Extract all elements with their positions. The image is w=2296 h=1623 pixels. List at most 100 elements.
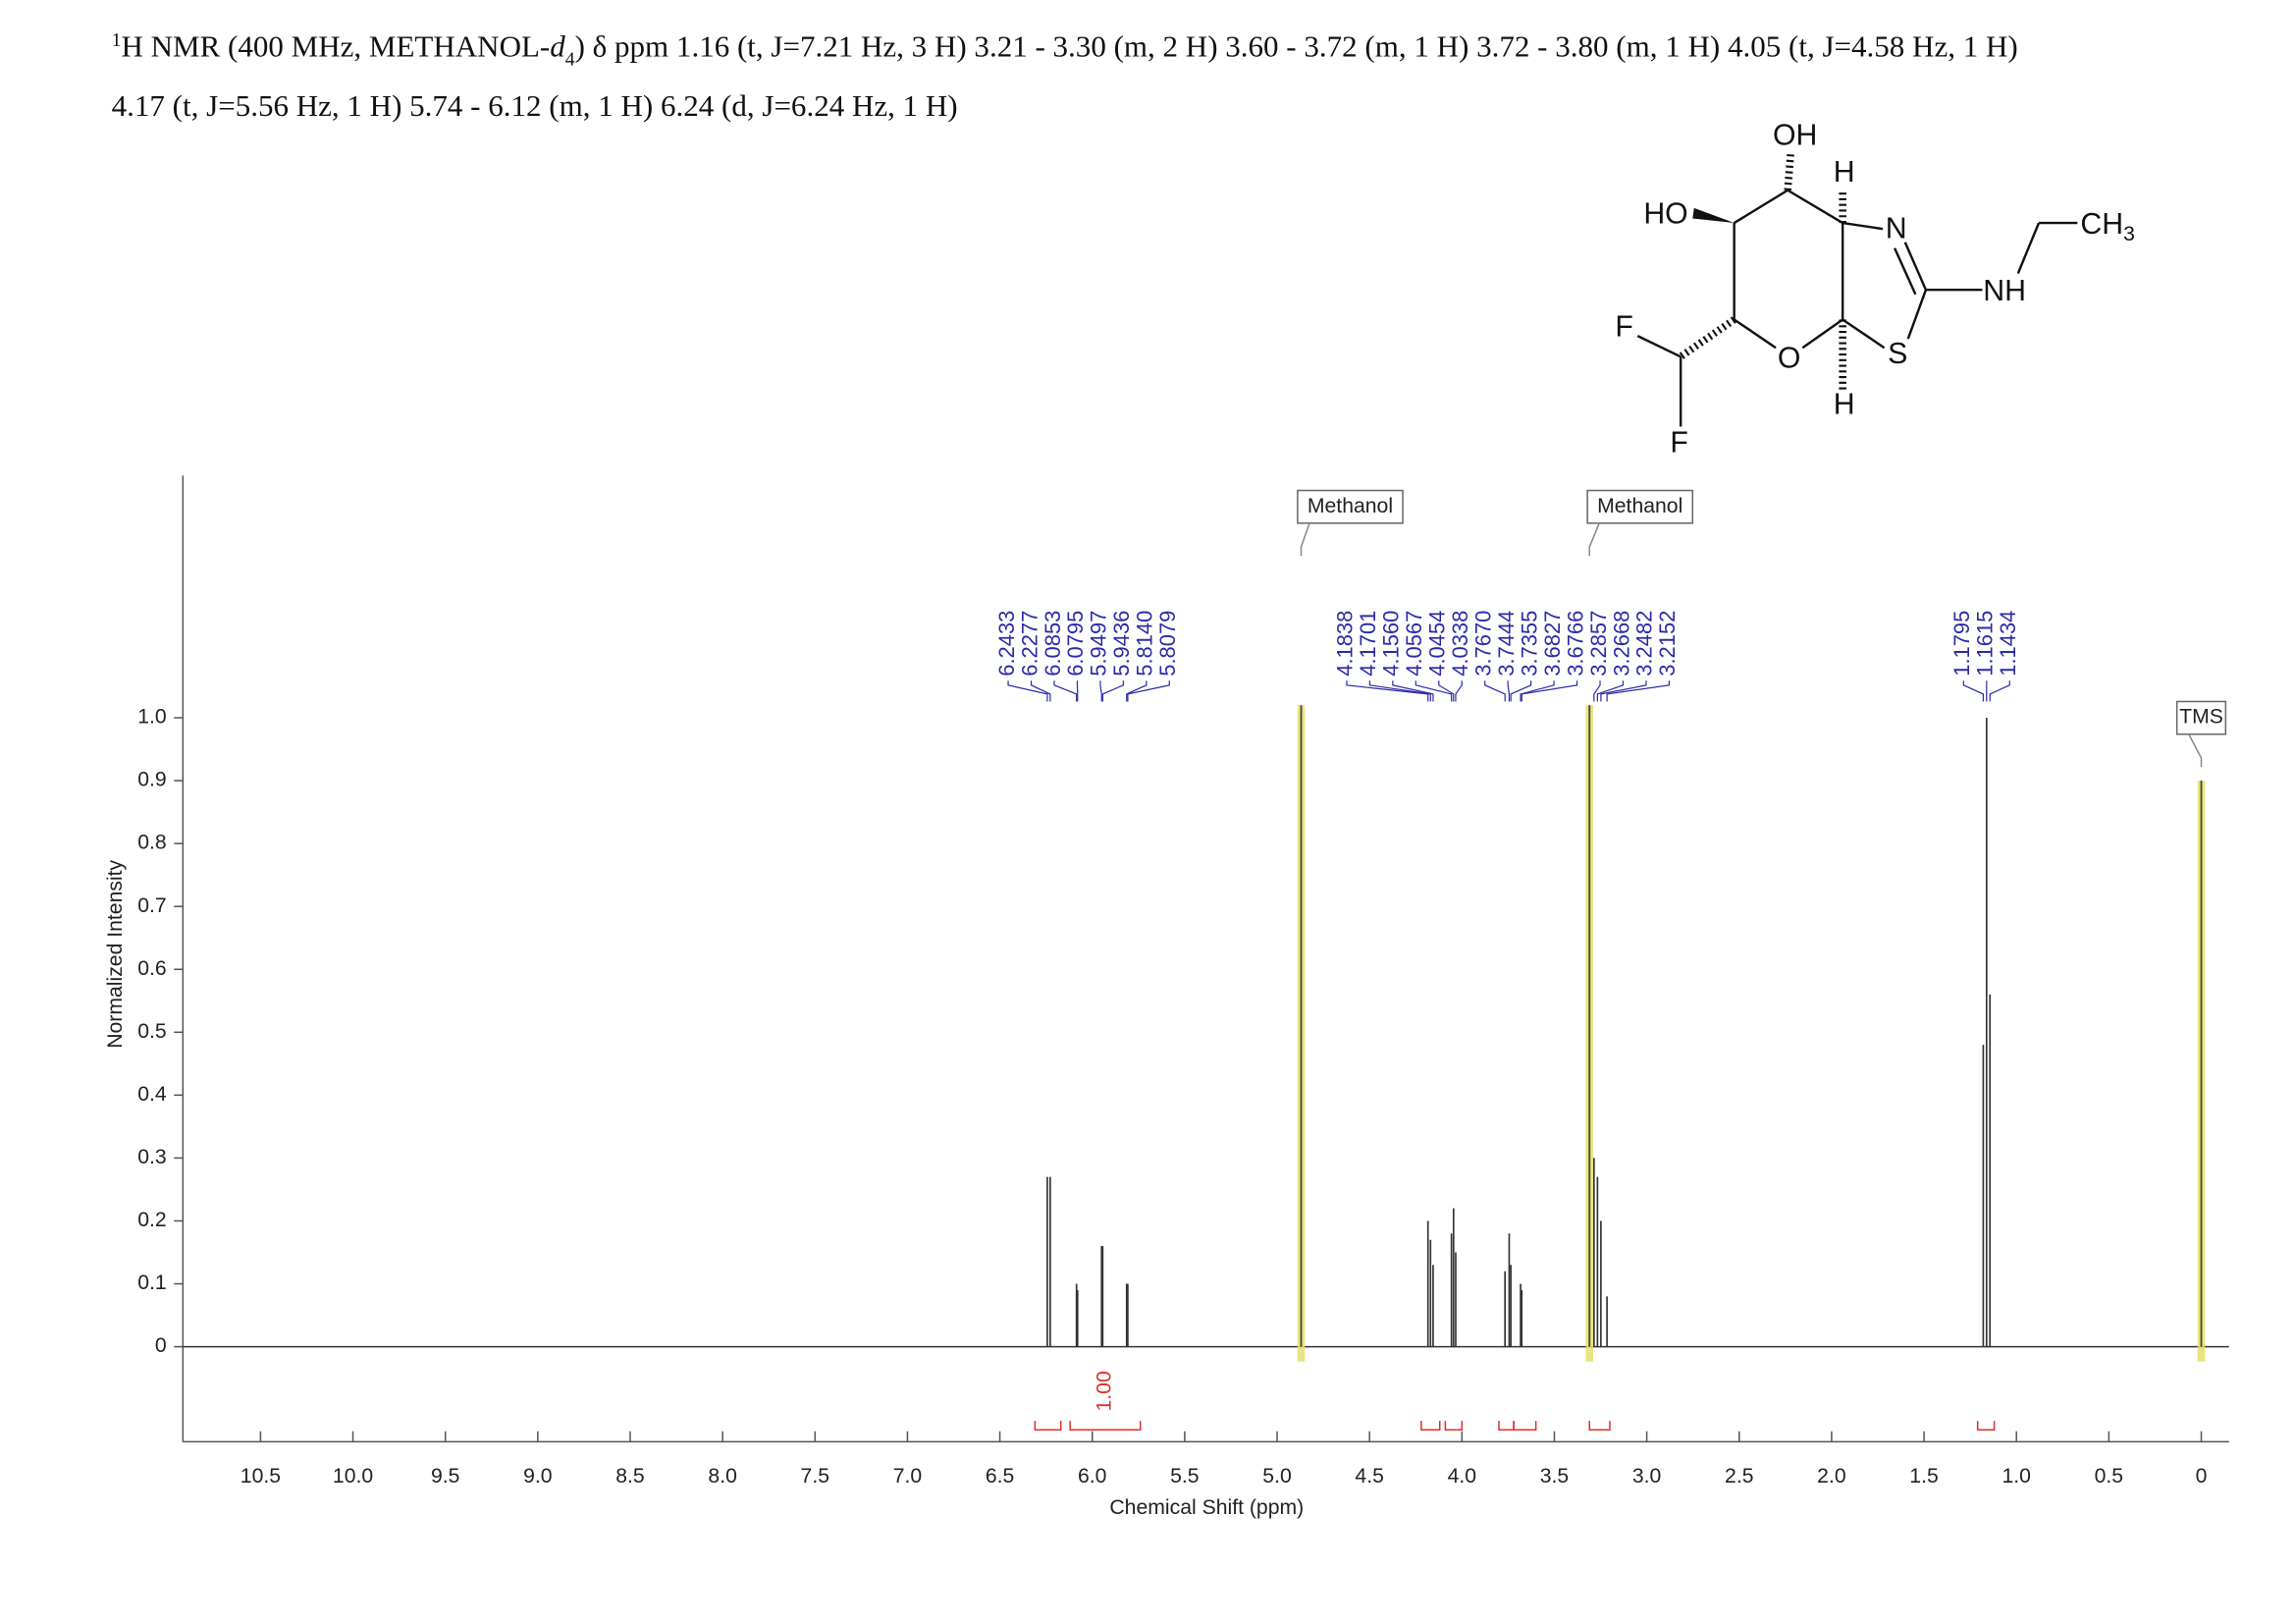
atom-label: OH <box>1773 119 1817 151</box>
atom-label: N <box>1886 213 1907 245</box>
title-line: 4.17 (t, J=5.56 Hz, 1 H) 5.74 - 6.12 (m,… <box>112 88 958 123</box>
x-axis-title: Chemical Shift (ppm) <box>1109 1496 1304 1519</box>
peak-label: 4.1838 <box>1333 611 1358 676</box>
x-tick-label: 5.0 <box>1262 1465 1291 1488</box>
peak-leader <box>1392 680 1434 702</box>
integral-bracket <box>1976 1421 1996 1431</box>
peak-label: 4.0454 <box>1425 611 1450 676</box>
y-tick-label: 0.7 <box>137 894 166 917</box>
peak-label: 3.2668 <box>1609 611 1633 676</box>
integral-bracket <box>1513 1421 1537 1431</box>
y-tick-label: 1.0 <box>137 706 166 729</box>
integral-bracket <box>1498 1421 1515 1431</box>
x-tick-label: 7.5 <box>801 1465 829 1488</box>
peak-leader <box>1007 680 1048 702</box>
atom-label: F <box>1670 427 1688 460</box>
peak-leader <box>1099 680 1102 702</box>
x-tick-label: 0 <box>2196 1465 2208 1488</box>
integral-bracket <box>1069 1421 1142 1431</box>
integral-bracket <box>1444 1421 1464 1431</box>
peak-label: 3.2152 <box>1655 611 1680 676</box>
callout-box <box>1297 489 1404 524</box>
bond <box>1842 318 1886 350</box>
integral-bracket <box>1420 1421 1441 1431</box>
integral-bracket <box>1034 1421 1062 1431</box>
callout-label: Methanol <box>1308 495 1393 517</box>
peak-label: 4.1560 <box>1379 611 1404 676</box>
peak-leader <box>1510 680 1532 702</box>
bond <box>1636 335 1682 358</box>
x-tick-label: 1.0 <box>2002 1465 2030 1488</box>
atom-label: O <box>1778 342 1801 374</box>
peak-leader <box>1101 680 1124 702</box>
atom-label: NH <box>1983 275 2026 307</box>
x-tick-label: 0.5 <box>2095 1465 2123 1488</box>
peak-label: 4.1701 <box>1356 611 1380 676</box>
title-text: ) δ ppm 1.16 (t, J=7.21 Hz, 3 H) 3.21 - … <box>575 29 2018 64</box>
atom-label: HO <box>1643 197 1687 230</box>
atom-label: H <box>1834 388 1855 420</box>
atom-label: CH <box>2080 208 2123 241</box>
peak-label: 3.6827 <box>1540 611 1565 676</box>
bond-hashed <box>1679 316 1736 360</box>
bond <box>1903 242 1928 291</box>
peak-label: 4.0567 <box>1402 611 1426 676</box>
peak-label: 3.7355 <box>1517 611 1541 676</box>
title-line: 1H NMR (400 MHz, METHANOL-d4) δ ppm 1.16… <box>112 29 2018 71</box>
title-sub: 4 <box>565 49 575 71</box>
peak-label: 5.8079 <box>1155 611 1180 676</box>
peak-leader <box>1030 680 1051 702</box>
callout-label: TMS <box>2179 706 2223 729</box>
peak-leader <box>1415 680 1453 702</box>
y-tick-label: 0.3 <box>137 1146 166 1168</box>
peak-leader <box>1596 680 1625 702</box>
callout-pointer <box>1588 522 1600 557</box>
callout-label: Methanol <box>1597 495 1682 517</box>
atom-label: F <box>1615 311 1633 344</box>
integral-label: 1.00 <box>1094 1371 1116 1411</box>
bond <box>1787 189 1843 225</box>
y-tick-label: 0.8 <box>137 832 166 854</box>
callout-box <box>1586 489 1694 524</box>
y-tick-label: 0.5 <box>137 1020 166 1043</box>
peak-leader <box>1520 680 1555 702</box>
x-tick-label: 9.0 <box>523 1465 552 1488</box>
y-tick-label: 0 <box>155 1334 167 1357</box>
peak-label: 3.2482 <box>1632 611 1657 676</box>
peak-label: 6.2433 <box>994 611 1019 676</box>
bond <box>1906 289 1928 340</box>
peak-label: 1.1434 <box>1996 611 2020 676</box>
peak-leader <box>1606 680 1671 702</box>
integral-bracket <box>1588 1421 1611 1431</box>
title-sup: 1 <box>112 29 122 51</box>
bond-wedge <box>1692 207 1735 224</box>
x-tick-label: 3.5 <box>1540 1465 1569 1488</box>
x-tick-label: 8.5 <box>615 1465 644 1488</box>
bond <box>1733 318 1777 350</box>
y-tick-label: 0.4 <box>137 1083 167 1106</box>
peak-leader <box>1484 680 1506 702</box>
x-tick-label: 5.5 <box>1170 1465 1199 1488</box>
y-tick-label: 0.6 <box>137 957 166 980</box>
peak-leader <box>1126 680 1148 702</box>
x-tick-label: 6.0 <box>1078 1465 1106 1488</box>
x-tick-label: 3.0 <box>1632 1465 1661 1488</box>
x-tick-label: 4.5 <box>1355 1465 1383 1488</box>
bond <box>2016 222 2041 274</box>
peak-leader <box>1438 680 1455 702</box>
peak-leader <box>1368 680 1431 702</box>
x-tick-label: 10.5 <box>240 1465 281 1488</box>
x-tick-label: 2.0 <box>1817 1465 1845 1488</box>
x-tick-label: 7.0 <box>893 1465 922 1488</box>
title-text: H NMR (400 MHz, METHANOL- <box>121 29 550 64</box>
peak-leader <box>1346 680 1429 702</box>
peak-label: 3.7670 <box>1471 611 1496 676</box>
callout-pointer <box>1300 522 1310 557</box>
peak-label: 6.0795 <box>1063 611 1088 676</box>
x-tick-label: 1.5 <box>1909 1465 1938 1488</box>
structure: OH H HO N CH3 NH F O S H F <box>1615 119 2134 459</box>
x-tick-label: 6.5 <box>986 1465 1014 1488</box>
peak-label: 6.0853 <box>1041 611 1065 676</box>
peak-leader <box>1507 680 1511 702</box>
